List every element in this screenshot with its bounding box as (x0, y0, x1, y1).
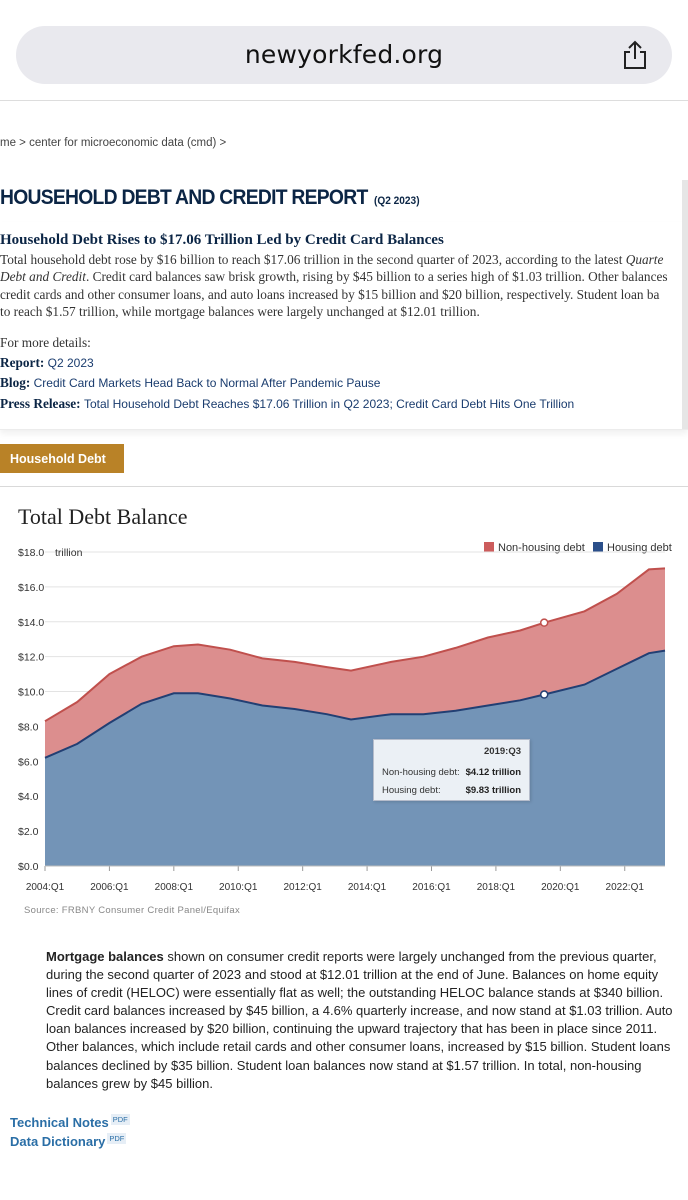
highlight-point-total (539, 618, 549, 627)
blog-link[interactable]: Credit Card Markets Head Back to Normal … (33, 376, 381, 390)
body-paragraph: Mortgage balances shown on consumer cred… (46, 949, 673, 1091)
details-press: Press Release: Total Household Debt Reac… (0, 395, 575, 411)
x-tick-label: 2010:Q1 (219, 882, 258, 893)
total-debt-line (44, 567, 666, 723)
summary-line-3: credit cards and other consumer loans, a… (0, 286, 660, 302)
x-tick-label: 2006:Q1 (90, 882, 129, 893)
scroll-shadow (682, 180, 688, 430)
household-debt-tab[interactable]: Household Debt (0, 444, 124, 473)
y-tick-label: $6.0 (18, 756, 39, 768)
legend-housing[interactable]: Housing debt (593, 542, 672, 554)
summary-line-4: to reach $1.57 trillion, while mortgage … (0, 304, 480, 320)
page-title-sub: (Q2 2023) (373, 195, 420, 207)
chart-title: Total Debt Balance (18, 504, 188, 529)
details-report: Report: Q2 2023 (0, 354, 94, 370)
summary-headline: Household Debt Rises to $17.06 Trillion … (0, 232, 444, 248)
data-dictionary-link[interactable]: Data Dictionary PDF (10, 1133, 127, 1149)
tooltip-housing: Housing debt: $9.83 trillion (382, 785, 521, 796)
summary-card (0, 222, 688, 430)
details-intro: For more details: (0, 335, 91, 350)
x-tick-label: 2014:Q1 (348, 882, 387, 893)
legend-swatch-housing (593, 542, 603, 552)
x-tick-label: 2004:Q1 (26, 882, 65, 893)
x-tick-label: 2018:Q1 (477, 882, 516, 893)
summary-line-1: Total household debt rose by $16 billion… (0, 252, 664, 267)
x-tick-label: 2016:Q1 (412, 882, 451, 893)
tooltip-non-housing: Non-housing debt: $4.12 trillion (382, 767, 521, 778)
pdf-badge: PDF (110, 1114, 130, 1125)
x-tick-label: 2012:Q1 (283, 882, 322, 893)
y-unit-label: trillion (55, 547, 83, 559)
y-tick-label: $4.0 (18, 791, 39, 803)
press-release-link[interactable]: Total Household Debt Reaches $17.06 Tril… (83, 396, 575, 411)
report-link[interactable]: Q2 2023 (47, 355, 94, 370)
technical-notes-link[interactable]: Technical Notes PDF (10, 1114, 130, 1130)
page-divider (0, 100, 688, 101)
y-tick-label: $8.0 (18, 721, 39, 733)
tab-divider (0, 486, 688, 487)
page-title: HOUSEHOLD DEBT AND CREDIT REPORT (Q2 202… (0, 186, 420, 210)
x-tick-label: 2008:Q1 (155, 882, 194, 893)
y-tick-label: $18.0 (18, 547, 44, 559)
y-tick-label: $0.0 (18, 861, 39, 873)
highlight-point-housing (539, 690, 549, 699)
y-tick-label: $14.0 (18, 617, 44, 629)
y-tick-label: $2.0 (18, 826, 39, 838)
address-bar[interactable]: newyorkfed.org (16, 26, 672, 84)
y-tick-label: $12.0 (18, 652, 44, 664)
x-tick-label: 2022:Q1 (606, 882, 645, 893)
summary-line-2: Debt and Credit. Credit card balances sa… (0, 269, 668, 285)
details-list: For more details: Report: Q2 2023 Blog: … (0, 333, 574, 414)
non-housing-area (45, 568, 665, 758)
y-tick-label: $16.0 (18, 582, 44, 594)
legend-swatch-non-housing (484, 542, 494, 552)
housing-area (45, 650, 665, 866)
debt-chart[interactable]: $18.0 $16.0 $14.0 $12.0 $10.0 $8.0 $6.0 $4.0 $2.… (0, 540, 688, 920)
url-text[interactable]: newyorkfed.org (244, 40, 444, 69)
x-tick-label: 2020:Q1 (541, 882, 580, 893)
chart-source: Source: FRBNY Consumer Credit Panel/Equi… (24, 905, 241, 916)
share-icon[interactable] (620, 39, 650, 71)
tooltip-date: 2019:Q3 (484, 746, 521, 757)
page-title-main: HOUSEHOLD DEBT AND CREDIT REPORT (0, 186, 368, 209)
pdf-badge: PDF (107, 1133, 127, 1144)
y-tick-label: $10.0 (18, 687, 44, 699)
summary-text: Total household debt rose by $16 billion… (0, 251, 688, 321)
details-blog: Blog: Credit Card Markets Head Back to N… (0, 375, 381, 390)
breadcrumb[interactable]: me > center for microeconomic data (cmd)… (0, 137, 227, 149)
legend-non-housing[interactable]: Non-housing debt (484, 542, 585, 554)
housing-debt-line (44, 649, 666, 759)
chart-tooltip: 2019:Q3 Non-housing debt: $4.12 trillion … (373, 739, 530, 801)
